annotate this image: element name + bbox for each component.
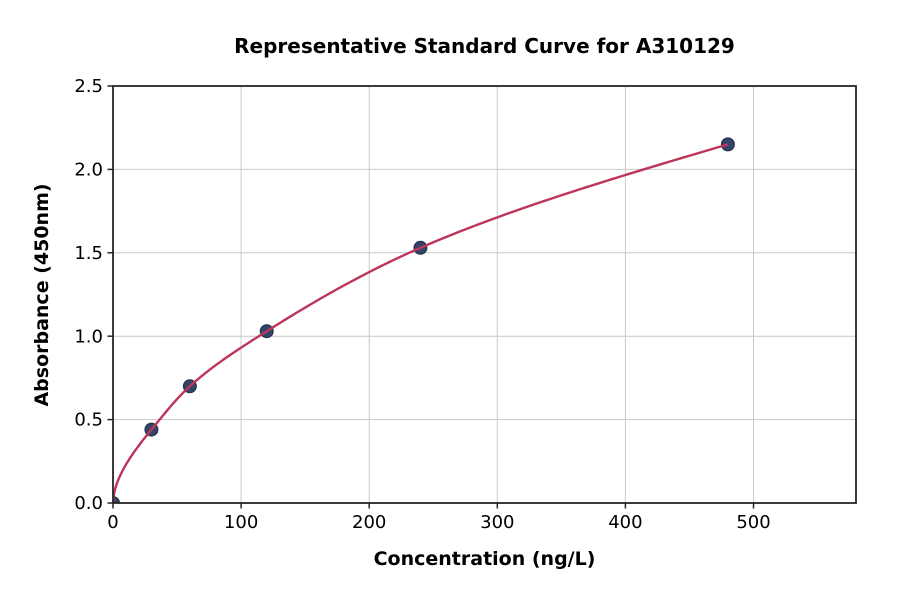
- fit-curve-line: [113, 143, 729, 503]
- x-axis-label: Concentration (ng/L): [373, 548, 596, 570]
- x-tick-label: 200: [352, 512, 386, 533]
- y-tick-label: 2.0: [74, 160, 103, 181]
- x-tick-label: 100: [224, 512, 258, 533]
- x-tick-label: 500: [736, 512, 770, 533]
- y-tick-label: 0.0: [74, 493, 103, 514]
- x-tick-label: 300: [480, 512, 514, 533]
- y-tick-label: 1.5: [74, 243, 103, 264]
- chart-title: Representative Standard Curve for A31012…: [234, 34, 735, 58]
- x-tick-label: 400: [608, 512, 642, 533]
- x-tick-label: 0: [107, 512, 118, 533]
- y-tick-label: 1.0: [74, 326, 103, 347]
- y-tick-label: 2.5: [74, 76, 103, 97]
- y-tick-label: 0.5: [74, 410, 103, 431]
- data-point-marker: [113, 496, 120, 503]
- data-points: [113, 137, 735, 503]
- plot-box-spines: [112, 85, 857, 504]
